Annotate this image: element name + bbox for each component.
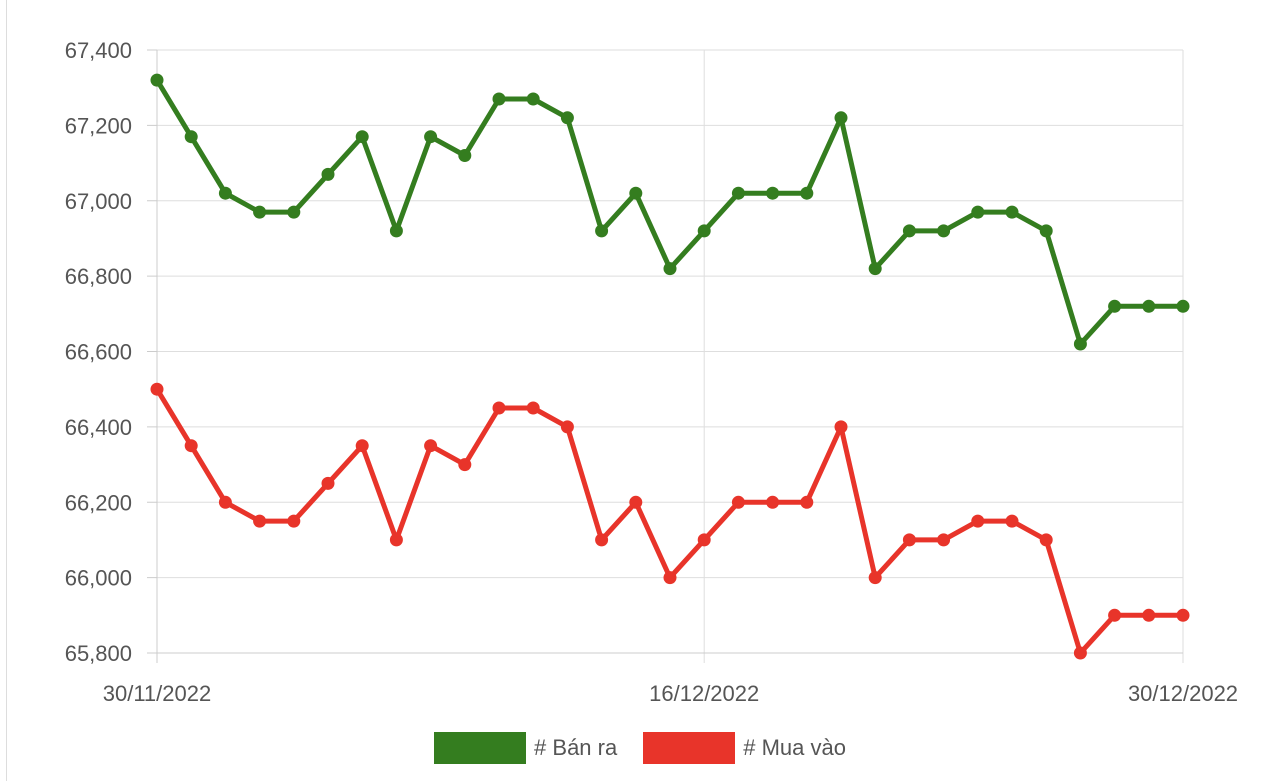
data-point-ban-ra[interactable] [1108,299,1122,313]
data-point-ban-ra[interactable] [424,130,438,144]
data-point-ban-ra[interactable] [971,205,985,219]
data-point-mua-vao[interactable] [595,533,609,547]
data-point-mua-vao[interactable] [766,495,780,509]
data-point-ban-ra[interactable] [1073,337,1087,351]
data-point-ban-ra[interactable] [697,224,711,238]
data-point-ban-ra[interactable] [492,92,506,106]
legend-item-mua-vao[interactable]: # Mua vào [643,732,846,764]
data-point-ban-ra[interactable] [937,224,951,238]
series-line-mua-vao [154,386,1186,656]
data-point-ban-ra[interactable] [834,111,848,125]
data-point-ban-ra[interactable] [868,262,882,276]
data-point-ban-ra[interactable] [321,167,335,181]
data-point-ban-ra[interactable] [389,224,403,238]
data-point-ban-ra[interactable] [800,186,814,200]
data-point-ban-ra[interactable] [595,224,609,238]
data-point-ban-ra[interactable] [150,73,164,87]
legend-label-ban-ra: # Bán ra [534,735,618,760]
data-point-ban-ra[interactable] [218,186,232,200]
data-point-mua-vao[interactable] [184,439,198,453]
data-point-mua-vao[interactable] [355,439,369,453]
data-point-ban-ra[interactable] [766,186,780,200]
y-tick-label: 66,400 [65,415,132,440]
x-tick-label: 16/12/2022 [649,681,759,706]
legend-item-ban-ra[interactable]: # Bán ra [434,732,617,764]
y-tick-label: 66,600 [65,340,132,365]
data-point-ban-ra[interactable] [526,92,540,106]
data-point-mua-vao[interactable] [1142,608,1156,622]
data-point-ban-ra[interactable] [253,205,267,219]
data-point-mua-vao[interactable] [321,476,335,490]
y-tick-label: 65,800 [65,641,132,666]
data-point-mua-vao[interactable] [1176,608,1190,622]
y-tick-label: 66,200 [65,490,132,515]
legend-swatch-mua-vao [643,732,736,764]
data-point-mua-vao[interactable] [800,495,814,509]
data-point-mua-vao[interactable] [492,401,506,415]
data-point-ban-ra[interactable] [1039,224,1053,238]
data-point-mua-vao[interactable] [253,514,267,528]
data-point-mua-vao[interactable] [937,533,951,547]
data-point-mua-vao[interactable] [287,514,301,528]
data-point-ban-ra[interactable] [458,149,472,162]
y-tick-label: 67,200 [65,113,132,138]
data-point-mua-vao[interactable] [1073,646,1087,660]
data-point-ban-ra[interactable] [731,186,745,200]
data-point-ban-ra[interactable] [1005,205,1019,219]
data-point-mua-vao[interactable] [697,533,711,547]
data-point-ban-ra[interactable] [184,130,198,144]
series-lines [154,77,1186,656]
data-point-mua-vao[interactable] [389,533,403,547]
data-point-mua-vao[interactable] [731,495,745,509]
grid-lines [147,49,1184,663]
y-axis-ticks: 65,800 66,000 66,200 66,400 66,600 66,800 67,0… [65,38,157,666]
series-line-ban-ra [154,77,1186,347]
data-point-mua-vao[interactable] [458,458,472,472]
data-point-ban-ra[interactable] [1176,299,1190,313]
data-point-mua-vao[interactable] [868,571,882,585]
x-axis-ticks: 30/11/2022 16/12/2022 30/12/2022 [103,681,1238,706]
data-point-ban-ra[interactable] [1142,299,1156,313]
data-point-mua-vao[interactable] [1039,533,1053,547]
legend-label-mua-vao: # Mua vào [743,735,846,760]
y-tick-label: 67,400 [65,38,132,63]
data-point-mua-vao[interactable] [526,401,540,415]
data-point-mua-vao[interactable] [1005,514,1019,528]
legend-swatch-ban-ra [434,732,527,764]
data-point-ban-ra[interactable] [287,205,301,219]
legend: # Bán ra # Mua vào [0,730,1280,766]
x-tick-label: 30/12/2022 [1128,681,1238,706]
data-point-ban-ra[interactable] [663,262,677,276]
data-point-ban-ra[interactable] [902,224,916,238]
data-point-ban-ra[interactable] [355,130,369,144]
data-point-ban-ra[interactable] [629,186,643,200]
y-tick-label: 67,000 [65,189,132,214]
data-point-ban-ra[interactable] [560,111,574,125]
y-tick-label: 66,000 [65,566,132,591]
y-tick-label: 66,800 [65,264,132,289]
data-point-mua-vao[interactable] [150,382,164,396]
data-point-mua-vao[interactable] [971,514,985,528]
series-points [150,73,1190,660]
data-point-mua-vao[interactable] [629,495,643,509]
data-point-mua-vao[interactable] [424,439,438,453]
data-point-mua-vao[interactable] [902,533,916,547]
data-point-mua-vao[interactable] [663,571,677,585]
data-point-mua-vao[interactable] [834,420,848,434]
data-point-mua-vao[interactable] [1108,608,1122,622]
data-point-mua-vao[interactable] [218,495,232,509]
x-tick-label: 30/11/2022 [103,681,211,706]
left-border-line [6,0,7,781]
data-point-mua-vao[interactable] [560,420,574,434]
